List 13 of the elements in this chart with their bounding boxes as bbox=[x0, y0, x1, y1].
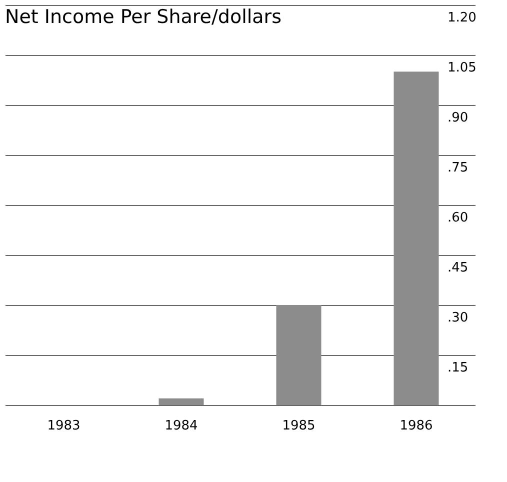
x-tick-label: 1986 bbox=[400, 418, 433, 434]
x-tick-label: 1985 bbox=[282, 418, 316, 434]
x-tick-label: 1983 bbox=[47, 418, 80, 434]
y-tick-label: .60 bbox=[448, 210, 468, 226]
y-tick-label: .15 bbox=[448, 360, 468, 376]
y-tick-label: 1.05 bbox=[448, 60, 476, 76]
y-tick-label: .75 bbox=[448, 160, 468, 176]
y-tick-label: .30 bbox=[448, 310, 468, 326]
chart-title: Net Income Per Share/dollars bbox=[5, 6, 282, 28]
y-tick-label: .45 bbox=[448, 260, 468, 276]
y-tick-label: 1.20 bbox=[448, 10, 476, 26]
x-tick-label: 1984 bbox=[164, 418, 198, 434]
y-tick-label: .90 bbox=[448, 110, 468, 126]
